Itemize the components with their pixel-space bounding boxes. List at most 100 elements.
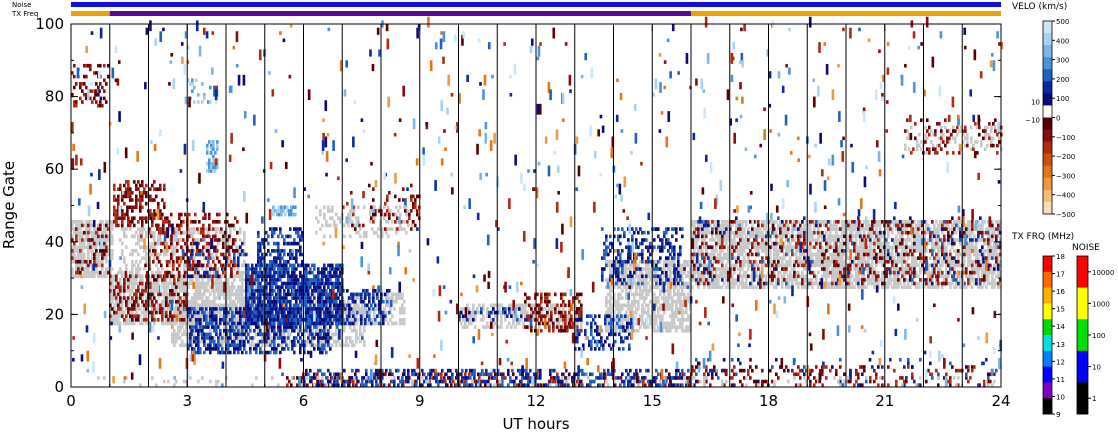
echo-cell (233, 325, 236, 329)
echo-cell (679, 318, 682, 322)
echo-cell (711, 238, 714, 242)
echo-cell (679, 303, 682, 308)
echo-cell (703, 241, 706, 246)
echo-cell (611, 296, 614, 300)
echo-cell (337, 339, 340, 344)
echo-cell (311, 303, 314, 308)
echo-cell (895, 270, 898, 275)
echo-cell (177, 318, 180, 322)
echo-cell (731, 285, 734, 289)
echo-cell (663, 296, 666, 300)
echo-cell (959, 285, 962, 289)
echo-cell (611, 310, 614, 315)
echo-cell (983, 220, 986, 224)
echo-cell (783, 256, 786, 260)
echo-cell (669, 307, 672, 311)
echo-cell (119, 278, 122, 282)
echo-cell (209, 270, 212, 275)
echo-cell (359, 328, 362, 333)
echo-cell (911, 259, 914, 264)
echo-cell (635, 270, 638, 275)
echo-cell (239, 296, 242, 300)
echo-cell (605, 303, 608, 308)
echo-cell (903, 223, 906, 228)
echo-cell (669, 292, 672, 297)
echo-cell (641, 321, 644, 326)
echo-cell (931, 278, 934, 282)
echo-cell (785, 278, 788, 282)
echo-cell (163, 296, 166, 300)
echo-cell (550, 321, 553, 326)
echo-cell (653, 328, 656, 333)
echo-cell (77, 252, 80, 257)
echo-cell (867, 238, 870, 242)
echo-cell (99, 263, 102, 268)
echo-cell (895, 278, 898, 282)
echo-cell (809, 252, 812, 257)
echo-cell (863, 274, 866, 279)
echo-cell (811, 281, 814, 286)
echo-cell (831, 270, 834, 275)
echo-cell (683, 281, 686, 286)
echo-cell (859, 238, 862, 242)
echo-cell (275, 336, 278, 340)
echo-cell (807, 223, 810, 228)
echo-cell (153, 245, 156, 250)
echo-cell (679, 267, 682, 271)
echo-cell (73, 252, 76, 257)
echo-cell (219, 314, 222, 318)
echo-cell (137, 281, 140, 286)
echo-cell (183, 230, 186, 235)
echo-cell (87, 249, 90, 253)
echo-cell (775, 220, 778, 224)
echo-cell (911, 241, 914, 246)
echo-cell (681, 278, 684, 282)
echo-cell (181, 343, 184, 348)
echo-cell (193, 296, 196, 300)
echo-cell (801, 227, 804, 231)
echo-cell (909, 252, 912, 257)
echo-cell (971, 278, 974, 282)
echo-cell (741, 249, 744, 253)
echo-cell (653, 285, 656, 289)
echo-cell (943, 241, 946, 246)
echo-cell (691, 220, 694, 224)
echo-cell (881, 285, 884, 289)
echo-cell (171, 336, 174, 340)
echo-cell (135, 241, 138, 246)
echo-cell (237, 325, 240, 329)
echo-cell (119, 292, 122, 297)
echo-cell (865, 223, 868, 228)
echo-cell (727, 259, 730, 264)
echo-cell (79, 245, 82, 250)
echo-cell (727, 227, 730, 231)
echo-cell (613, 296, 616, 300)
echo-cell (865, 234, 868, 239)
echo-cell (163, 321, 166, 326)
echo-cell (155, 288, 158, 293)
echo-cell (73, 227, 76, 231)
echo-cell (85, 238, 88, 242)
echo-cell (506, 307, 509, 311)
echo-cell (893, 274, 896, 279)
echo-cell (823, 263, 826, 268)
echo-cell (687, 274, 690, 279)
echo-cell (641, 267, 644, 271)
echo-cell (983, 249, 986, 253)
echo-cell (833, 267, 836, 271)
echo-cell (729, 230, 732, 235)
echo-cell (79, 267, 82, 271)
echo-cell (977, 227, 980, 231)
echo-cell (631, 303, 634, 308)
echo-cell (500, 325, 503, 329)
echo-cell (179, 328, 182, 333)
echo-cell (231, 292, 234, 297)
echo-cell (699, 230, 702, 235)
echo-cell (699, 223, 702, 228)
echo-cell (947, 274, 950, 279)
echo-cell (89, 227, 92, 231)
echo-cell (371, 318, 374, 322)
echo-cell (975, 263, 978, 268)
echo-cell (389, 296, 392, 300)
echo-cell (847, 227, 850, 231)
